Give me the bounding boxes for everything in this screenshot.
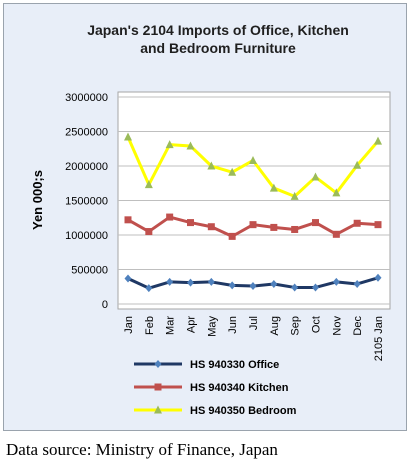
x-tick-label: 2105 Jan <box>373 316 385 361</box>
y-tick-label: 3000000 <box>65 92 108 104</box>
data-point <box>374 221 382 229</box>
data-point <box>353 160 362 169</box>
data-point <box>144 180 153 189</box>
chart-title: Japan's 2104 Imports of Office, Kitchen a… <box>87 22 349 56</box>
data-point <box>124 132 132 141</box>
data-point <box>186 141 195 150</box>
y-tick-label: 2500000 <box>65 127 108 139</box>
data-point <box>249 221 257 229</box>
data-point <box>374 136 382 145</box>
data-point <box>291 225 299 233</box>
data-point <box>154 360 162 368</box>
y-tick-label: 0 <box>102 299 108 311</box>
data-point <box>124 216 132 224</box>
x-tick-label: Jan <box>123 316 135 334</box>
x-tick-label: Jun <box>227 316 239 334</box>
legend-label: HS 940340 Kitchen <box>190 382 289 394</box>
y-axis-label: Yen 000;s <box>30 170 45 230</box>
data-point <box>228 281 236 290</box>
data-point <box>165 140 174 149</box>
data-point <box>332 188 341 197</box>
data-point <box>270 279 278 288</box>
x-tick-label: Dec <box>352 316 364 336</box>
data-point <box>228 167 237 176</box>
chart-title-line: and Bedroom Furniture <box>140 40 296 56</box>
data-point <box>145 228 153 236</box>
data-point <box>290 191 299 200</box>
legend: HS 940330 Office HS 940340 Kitchen HS 9403… <box>134 359 297 417</box>
y-tick-label: 2000000 <box>65 161 108 173</box>
chart-frame: Japan's 2104 Imports of Office, Kitchen a… <box>3 3 407 431</box>
data-point <box>154 383 162 391</box>
data-point <box>166 213 174 221</box>
x-tick-label: Oct <box>311 316 323 333</box>
legend-label: HS 940350 Bedroom <box>190 405 297 417</box>
data-point <box>269 183 278 192</box>
y-tick-label: 500000 <box>71 265 108 277</box>
series-lines <box>124 132 382 293</box>
data-point <box>249 155 257 164</box>
data-point <box>207 223 215 231</box>
data-point <box>207 161 216 170</box>
line-chart: Japan's 2104 Imports of Office, Kitchen a… <box>30 22 391 417</box>
data-point <box>374 273 382 282</box>
x-tick-label: Sep <box>290 316 302 336</box>
x-tick-label: Mar <box>165 316 177 335</box>
data-point <box>187 219 194 227</box>
data-point <box>291 283 299 292</box>
data-point <box>154 405 162 414</box>
data-point <box>311 172 320 181</box>
data-point <box>312 283 319 292</box>
data-point <box>207 277 215 286</box>
data-point <box>332 230 340 238</box>
x-tick-label: Apr <box>186 316 198 333</box>
data-point <box>187 278 194 287</box>
data-point <box>312 219 319 227</box>
grid-lines <box>118 96 390 305</box>
x-tick-label: Jul <box>248 316 260 330</box>
data-point <box>353 279 361 288</box>
chart-title-line: Japan's 2104 Imports of Office, Kitchen <box>87 22 349 38</box>
data-point <box>270 223 278 231</box>
data-point <box>145 284 153 293</box>
x-tick-label: May <box>206 316 218 337</box>
data-point <box>353 219 361 227</box>
legend-label: HS 940330 Office <box>190 359 279 371</box>
data-source-note: Data source: Ministry of Finance, Japan <box>6 440 278 459</box>
y-axis-ticks: 0 500000 1000000 1500000 2000000 2500000 30000… <box>65 92 108 311</box>
data-point <box>166 277 174 286</box>
x-axis-ticks: Jan Feb Mar Apr May Jun Jul Aug Sep Oct Nov Dec 2105… <box>123 316 385 362</box>
x-tick-label: Nov <box>331 316 343 336</box>
y-tick-label: 1000000 <box>65 230 108 242</box>
data-point <box>332 277 340 286</box>
y-tick-label: 1500000 <box>65 196 108 208</box>
data-point <box>249 282 257 291</box>
x-tick-label: Aug <box>269 316 281 336</box>
x-tick-label: Feb <box>144 316 156 335</box>
data-point <box>228 232 236 240</box>
data-point <box>124 274 132 283</box>
